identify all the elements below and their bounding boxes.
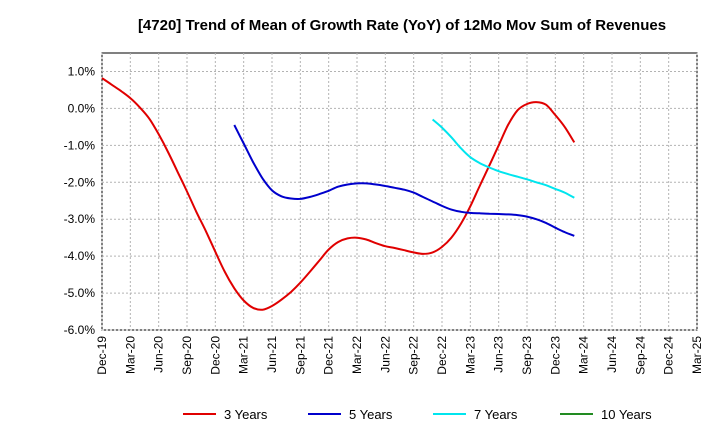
x-axis-ticks: Dec-19 Mar-20 Jun-20 Sep-20 Dec-20 Mar-21 Jun-… <box>95 336 704 375</box>
x-tick-label: Dec-20 <box>208 336 222 375</box>
x-tick-label: Jun-24 <box>605 336 619 373</box>
x-tick-label: Sep-23 <box>520 336 534 375</box>
x-tick-label: Jun-23 <box>492 336 506 373</box>
y-tick-label: -1.0% <box>64 138 96 152</box>
legend-item-5-years: 5 Years <box>308 407 393 422</box>
x-tick-label: Mar-22 <box>350 336 364 374</box>
series-lines <box>101 77 576 311</box>
y-tick-label: -3.0% <box>64 212 96 226</box>
series-line-5-years <box>233 124 575 237</box>
x-tick-label: Mar-23 <box>463 336 477 374</box>
x-tick-label: Mar-25 <box>690 336 704 374</box>
y-axis-ticks: 1.0% 0.0% -1.0% -2.0% -3.0% -4.0% -5.0% -6.0% <box>64 64 96 337</box>
x-tick-label: Sep-22 <box>407 336 421 375</box>
y-tick-label: -2.0% <box>64 175 96 189</box>
legend-label: 10 Years <box>601 407 652 422</box>
x-tick-label: Sep-21 <box>293 336 307 375</box>
x-tick-label: Dec-24 <box>662 336 676 375</box>
legend-label: 3 Years <box>224 407 268 422</box>
x-tick-label: Jun-22 <box>378 336 392 373</box>
legend-label: 7 Years <box>474 407 518 422</box>
x-tick-label: Mar-20 <box>123 336 137 374</box>
legend-item-3-years: 3 Years <box>183 407 268 422</box>
y-gridlines <box>102 70 697 331</box>
x-tick-label: Dec-22 <box>435 336 449 375</box>
legend: 3 Years 5 Years 7 Years 10 Years <box>183 407 652 422</box>
x-tick-label: Mar-24 <box>577 336 591 374</box>
x-tick-label: Sep-24 <box>633 336 647 375</box>
x-tick-label: Jun-20 <box>152 336 166 373</box>
y-tick-label: 1.0% <box>68 64 96 78</box>
plot-area <box>101 52 698 331</box>
y-tick-label: -5.0% <box>64 286 96 300</box>
x-tick-label: Dec-21 <box>322 336 336 375</box>
y-tick-label: 0.0% <box>68 101 96 115</box>
legend-label: 5 Years <box>349 407 393 422</box>
x-tick-label: Dec-19 <box>95 336 109 375</box>
legend-item-7-years: 7 Years <box>433 407 518 422</box>
series-line-3-years <box>101 77 576 311</box>
chart-title: [4720] Trend of Mean of Growth Rate (YoY… <box>138 17 666 34</box>
y-tick-label: -4.0% <box>64 249 96 263</box>
x-tick-label: Dec-23 <box>548 336 562 375</box>
x-tick-label: Mar-21 <box>237 336 251 374</box>
x-tick-label: Sep-20 <box>180 336 194 375</box>
x-tick-label: Jun-21 <box>265 336 279 373</box>
series-line-7-years <box>431 118 575 199</box>
y-tick-label: -6.0% <box>64 323 96 337</box>
legend-item-10-years: 10 Years <box>560 407 652 422</box>
